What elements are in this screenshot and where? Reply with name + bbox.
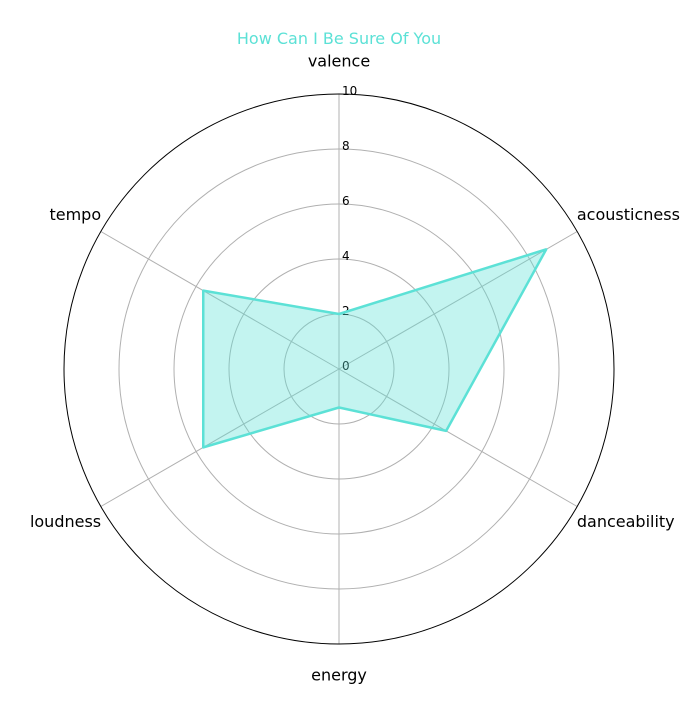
spoke-loudness [100,368,340,507]
axis-label-energy: energy [311,666,367,685]
chart-title: How Can I Be Sure Of You [237,29,441,48]
axis-label-loudness: loudness [30,512,101,531]
axis-label-tempo: tempo [49,205,101,224]
axis-label-valence: valence [308,52,370,71]
r-tick-label: 0 [342,359,350,373]
spoke-acousticness [338,231,578,370]
axis-label-acousticness: acousticness [577,205,680,224]
outer-frame [63,93,615,645]
label-layer: valence acousticness danceability energy lou… [30,52,680,685]
series-area [202,248,548,449]
r-tick-label: 4 [342,249,350,263]
r-tick-label: 10 [342,84,357,98]
axis-label-danceability: danceability [577,512,675,531]
r-tick-label: 8 [342,139,350,153]
spoke-danceability [338,368,578,507]
series-layer [202,248,548,449]
spoke-tempo [100,231,340,370]
r-tick-label: 6 [342,194,350,208]
